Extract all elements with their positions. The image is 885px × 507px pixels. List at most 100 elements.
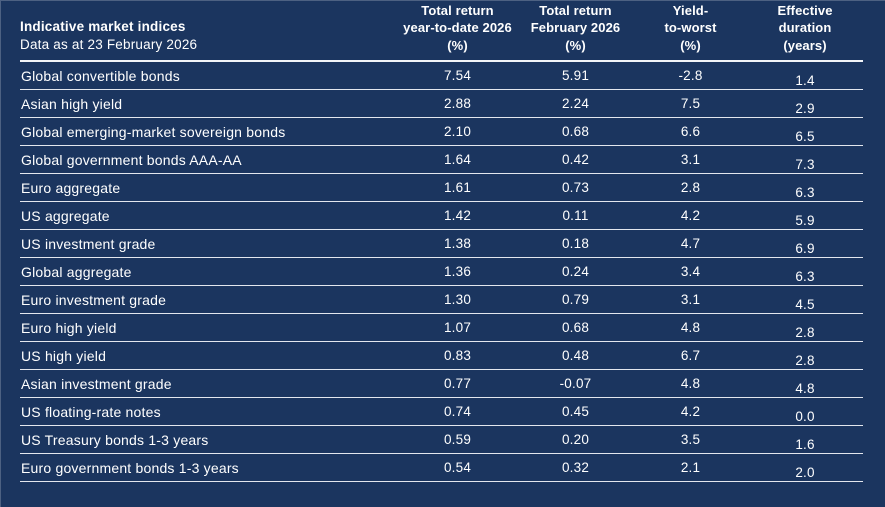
cell-total-return-ytd: 1.38 xyxy=(398,230,517,257)
table-row: US floating-rate notes 0.74 0.45 4.2 0.0 xyxy=(20,398,863,426)
cell-yield-to-worst: 3.1 xyxy=(634,286,747,313)
cell-total-return-february: 5.91 xyxy=(517,62,634,89)
cell-value: 2.8 xyxy=(680,180,701,195)
cell-total-return-february: 0.79 xyxy=(517,286,634,313)
cell-yield-to-worst: 4.2 xyxy=(634,398,747,425)
cell-value: 6.3 xyxy=(795,269,815,284)
cell-value: 0.73 xyxy=(561,180,590,195)
cell-yield-to-worst: -2.8 xyxy=(634,62,747,89)
row-label: Euro government bonds 1-3 years xyxy=(21,459,239,476)
cell-value: 0.32 xyxy=(561,460,590,475)
cell-total-return-ytd: 2.10 xyxy=(398,118,517,145)
cell-yield-to-worst: 4.7 xyxy=(634,230,747,257)
cell-value: 0.45 xyxy=(561,404,590,419)
cell-value: 0.54 xyxy=(443,460,472,475)
row-label: Global convertible bonds xyxy=(21,67,180,84)
cell-effective-duration: 2.8 xyxy=(747,314,863,341)
table-row: Euro high yield 1.07 0.68 4.8 2.8 xyxy=(20,314,863,342)
cell-value: 6.7 xyxy=(680,348,701,363)
row-label: Euro investment grade xyxy=(21,291,167,308)
table-title: Indicative market indices xyxy=(20,19,186,34)
cell-value: 1.6 xyxy=(795,437,815,452)
cell-value: 6.3 xyxy=(795,185,815,200)
cell-total-return-february: 0.11 xyxy=(517,202,634,229)
table-row: Euro investment grade 1.30 0.79 3.1 4.5 xyxy=(20,286,863,314)
cell-value: -2.8 xyxy=(678,68,703,83)
cell-value: 0.48 xyxy=(561,348,590,363)
column-header-line: to-worst xyxy=(664,20,717,35)
cell-value: 6.9 xyxy=(795,241,815,256)
cell-effective-duration: 6.3 xyxy=(747,258,863,285)
column-header-line: (%) xyxy=(447,37,468,53)
cell-value: 2.0 xyxy=(795,465,815,480)
cell-total-return-february: 0.68 xyxy=(517,118,634,145)
cell-value: 4.2 xyxy=(680,404,701,419)
cell-value: 0.20 xyxy=(561,432,590,447)
cell-value: 0.79 xyxy=(561,292,590,307)
cell-total-return-february: 0.24 xyxy=(517,258,634,285)
cell-value: 6.6 xyxy=(680,124,701,139)
column-header-line: (%) xyxy=(565,37,586,53)
table-row: US aggregate 1.42 0.11 4.2 5.9 xyxy=(20,202,863,230)
cell-value: 4.5 xyxy=(795,297,815,312)
cell-effective-duration: 0.0 xyxy=(747,398,863,425)
cell-value: 7.3 xyxy=(795,157,815,172)
cell-effective-duration: 6.3 xyxy=(747,174,863,201)
cell-total-return-ytd: 0.83 xyxy=(398,342,517,369)
table-body: Global convertible bonds 7.54 5.91 -2.8 1.4 A… xyxy=(20,62,863,482)
column-header-yield-to-worst: Yield-to-worst (%) xyxy=(634,0,747,60)
cell-total-return-ytd: 2.88 xyxy=(398,90,517,117)
cell-value: 0.68 xyxy=(561,124,590,139)
row-label: Global government bonds AAA-AA xyxy=(21,151,242,168)
cell-effective-duration: 2.8 xyxy=(747,342,863,369)
cell-total-return-ytd: 1.07 xyxy=(398,314,517,341)
cell-value: 2.88 xyxy=(443,96,472,111)
table-row: US high yield 0.83 0.48 6.7 2.8 xyxy=(20,342,863,370)
cell-total-return-ytd: 0.77 xyxy=(398,370,517,397)
cell-value: 4.8 xyxy=(680,320,701,335)
cell-yield-to-worst: 4.8 xyxy=(634,370,747,397)
cell-total-return-february: 2.24 xyxy=(517,90,634,117)
cell-effective-duration: 4.8 xyxy=(747,370,863,397)
cell-value: 7.5 xyxy=(680,96,701,111)
cell-value: 1.64 xyxy=(443,152,472,167)
cell-value: 2.1 xyxy=(680,460,701,475)
cell-value: 4.7 xyxy=(680,236,701,251)
cell-value: 3.1 xyxy=(680,292,701,307)
row-label: Global aggregate xyxy=(21,263,132,280)
table-title-cell: Indicative market indices Data as at 23 … xyxy=(20,0,398,60)
cell-value: 0.74 xyxy=(443,404,472,419)
cell-value: 5.9 xyxy=(795,213,815,228)
cell-value: 0.77 xyxy=(443,376,472,391)
cell-yield-to-worst: 3.5 xyxy=(634,426,747,453)
table-row: US Treasury bonds 1-3 years 0.59 0.20 3.5 1.… xyxy=(20,426,863,454)
cell-value: 3.5 xyxy=(680,432,701,447)
cell-effective-duration: 6.5 xyxy=(747,118,863,145)
cell-effective-duration: 2.9 xyxy=(747,90,863,117)
cell-total-return-ytd: 1.64 xyxy=(398,146,517,173)
column-header-line: year-to-date 2026 xyxy=(403,20,512,35)
cell-value: 2.8 xyxy=(795,325,815,340)
table-row: Global convertible bonds 7.54 5.91 -2.8 1.4 xyxy=(20,62,863,90)
cell-total-return-february: 0.32 xyxy=(517,454,634,481)
row-label: US high yield xyxy=(21,347,107,364)
row-label: US floating-rate notes xyxy=(21,403,161,420)
column-header-effective-duration: Effective duration (years) xyxy=(747,0,863,60)
cell-total-return-february: -0.07 xyxy=(517,370,634,397)
table-row: Asian investment grade 0.77 -0.07 4.8 4.8 xyxy=(20,370,863,398)
cell-total-return-ytd: 1.30 xyxy=(398,286,517,313)
cell-value: 5.91 xyxy=(561,68,590,83)
cell-value: 3.4 xyxy=(680,264,701,279)
cell-effective-duration: 1.4 xyxy=(747,62,863,89)
cell-total-return-ytd: 1.61 xyxy=(398,174,517,201)
cell-effective-duration: 2.0 xyxy=(747,454,863,481)
cell-value: 0.24 xyxy=(561,264,590,279)
cell-value: 6.5 xyxy=(795,129,815,144)
cell-value: 1.38 xyxy=(443,236,472,251)
table-subtitle: Data as at 23 February 2026 xyxy=(20,37,198,52)
cell-value: 0.68 xyxy=(561,320,590,335)
cell-yield-to-worst: 2.8 xyxy=(634,174,747,201)
cell-value: 4.2 xyxy=(680,208,701,223)
column-header-total-return-ytd: Total return year-to-date 2026 (%) xyxy=(398,0,517,60)
